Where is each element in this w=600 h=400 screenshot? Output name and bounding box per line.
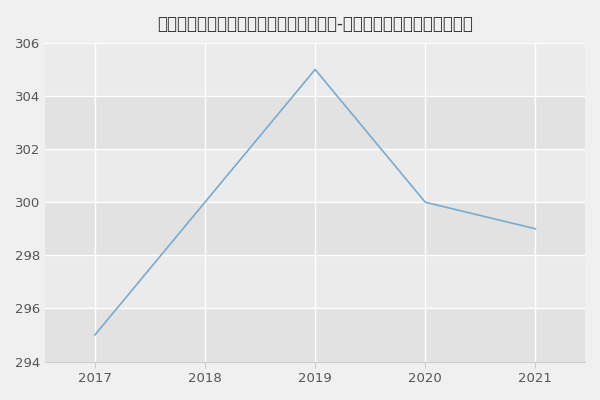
Title: 南通大学医学院、药学院耳鼻咽喉科学（-历年复试）研究生录取分数线: 南通大学医学院、药学院耳鼻咽喉科学（-历年复试）研究生录取分数线 xyxy=(157,15,473,33)
Bar xyxy=(45,308,585,362)
Bar xyxy=(45,149,585,202)
Bar xyxy=(45,255,585,308)
Bar xyxy=(45,96,585,149)
Bar xyxy=(45,202,585,255)
Bar xyxy=(45,43,585,96)
